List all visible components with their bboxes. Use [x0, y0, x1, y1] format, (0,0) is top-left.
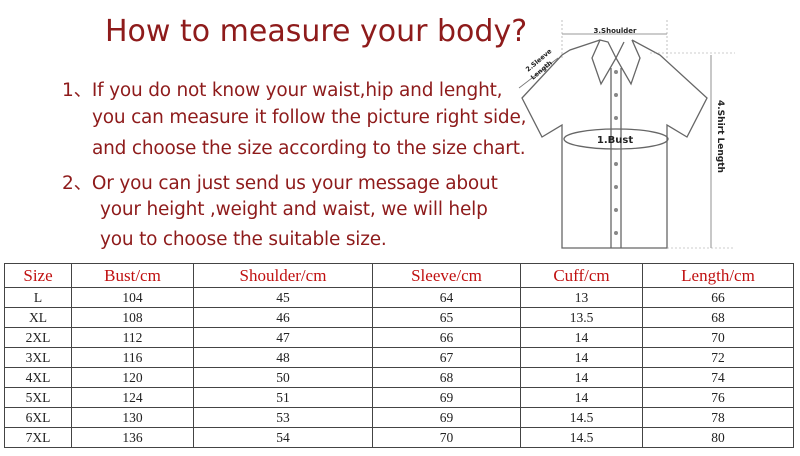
table-cell: 14.5: [520, 427, 643, 448]
table-cell: 48: [193, 347, 373, 368]
table-cell: 13.5: [520, 307, 643, 328]
column-header: Sleeve/cm: [372, 263, 521, 288]
table-cell: 67: [372, 347, 521, 368]
table-cell: 66: [372, 327, 521, 348]
shoulder-label: 3.Shoulder: [594, 27, 638, 35]
shirt-measurement-diagram: 1.Bust 3.Shoulder 2.Sleeve Length 4.Shir…: [518, 20, 735, 249]
table-row: 4XL 120 50 68 14 74: [4, 367, 794, 388]
table-cell: 6XL: [4, 407, 72, 428]
table-cell: 47: [193, 327, 373, 348]
table-cell: 74: [642, 367, 794, 388]
bust-label: 1.Bust: [597, 135, 633, 146]
column-header: Size: [4, 263, 72, 288]
table-cell: 4XL: [4, 367, 72, 388]
table-cell: 2XL: [4, 327, 72, 348]
table-cell: 65: [372, 307, 521, 328]
table-cell: 124: [71, 387, 194, 408]
table-cell: 68: [372, 367, 521, 388]
table-cell: 69: [372, 387, 521, 408]
table-cell: 14: [520, 347, 643, 368]
table-cell: 76: [642, 387, 794, 408]
instruction-line: you to choose the suitable size.: [100, 229, 387, 250]
table-row: 2XL 112 47 66 14 70: [4, 327, 794, 348]
table-cell: 78: [642, 407, 794, 428]
table-cell: 80: [642, 427, 794, 448]
table-cell: 104: [71, 287, 194, 308]
table-cell: 112: [71, 327, 194, 348]
table-cell: 64: [372, 287, 521, 308]
table-cell: 14.5: [520, 407, 643, 428]
table-cell: 120: [71, 367, 194, 388]
table-cell: XL: [4, 307, 72, 328]
table-cell: 46: [193, 307, 373, 328]
table-cell: 70: [372, 427, 521, 448]
table-row: 6XL 130 53 69 14.5 78: [4, 407, 794, 428]
instruction-line: and choose the size according to the siz…: [92, 138, 526, 159]
table-row: XL 108 46 65 13.5 68: [4, 307, 794, 328]
table-cell: L: [4, 287, 72, 308]
length-label: 4.Shirt Length: [715, 100, 725, 173]
table-row: 5XL 124 51 69 14 76: [4, 387, 794, 408]
table-cell: 108: [71, 307, 194, 328]
table-row: 7XL 136 54 70 14.5 80: [4, 427, 794, 448]
table-cell: 14: [520, 327, 643, 348]
table-cell: 14: [520, 387, 643, 408]
table-row: 3XL 116 48 67 14 72: [4, 347, 794, 368]
column-header: Cuff/cm: [520, 263, 643, 288]
size-chart-table: Size Bust/cm Shoulder/cm Sleeve/cm Cuff/cm Le…: [4, 263, 794, 448]
page-title: How to measure your body?: [105, 14, 528, 49]
table-cell: 53: [193, 407, 373, 428]
table-cell: 72: [642, 347, 794, 368]
table-cell: 70: [642, 327, 794, 348]
instruction-line: 2、Or you can just send us your message a…: [62, 173, 498, 194]
table-cell: 13: [520, 287, 643, 308]
table-row: L 104 45 64 13 66: [4, 287, 794, 308]
table-cell: 116: [71, 347, 194, 368]
instruction-line: 1、If you do not know your waist,hip and …: [62, 80, 503, 101]
instruction-line: you can measure it follow the picture ri…: [92, 107, 527, 128]
table-cell: 3XL: [4, 347, 72, 368]
table-cell: 54: [193, 427, 373, 448]
table-cell: 69: [372, 407, 521, 428]
instruction-line: your height ,weight and waist, we will h…: [100, 199, 488, 220]
column-header: Length/cm: [642, 263, 794, 288]
table-cell: 136: [71, 427, 194, 448]
table-cell: 45: [193, 287, 373, 308]
table-cell: 5XL: [4, 387, 72, 408]
column-header: Shoulder/cm: [193, 263, 373, 288]
table-cell: 130: [71, 407, 194, 428]
column-header: Bust/cm: [71, 263, 194, 288]
table-cell: 50: [193, 367, 373, 388]
table-cell: 7XL: [4, 427, 72, 448]
table-cell: 14: [520, 367, 643, 388]
table-cell: 51: [193, 387, 373, 408]
table-cell: 68: [642, 307, 794, 328]
table-cell: 66: [642, 287, 794, 308]
